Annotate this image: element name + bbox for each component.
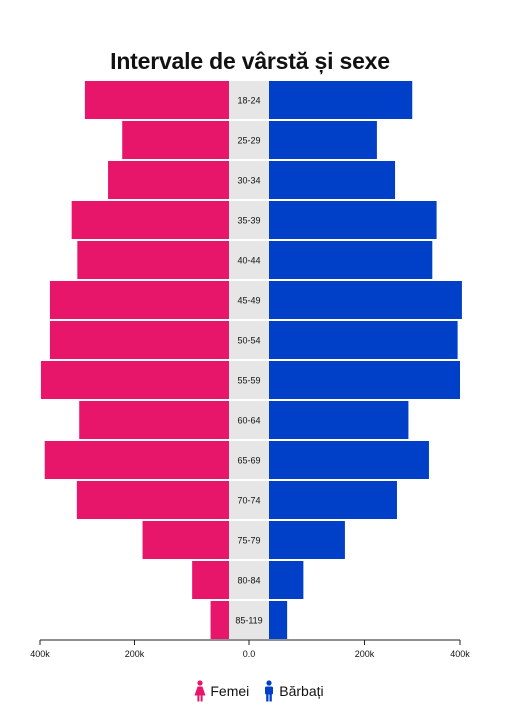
legend-label-femei: Femei	[210, 683, 250, 699]
legend-item-femei[interactable]: Femei	[194, 680, 249, 702]
bar-femei	[142, 521, 229, 559]
age-label-bg	[229, 521, 269, 559]
bar-femei	[192, 561, 229, 599]
bar-barbati	[269, 241, 433, 279]
age-label: 80-84	[237, 576, 260, 586]
male-icon	[263, 680, 275, 702]
x-tick-label: 0.0	[243, 649, 256, 659]
bar-femei	[49, 321, 229, 359]
age-label-bg	[229, 441, 269, 479]
age-label: 65-69	[237, 456, 260, 466]
age-label: 30-34	[237, 176, 260, 186]
bar-barbati	[269, 281, 462, 319]
bar-barbati	[269, 161, 396, 199]
bar-barbati	[269, 321, 458, 359]
legend-item-barbati[interactable]: Bărbați	[263, 680, 324, 702]
age-label-bg	[229, 601, 269, 639]
age-label-bg	[229, 561, 269, 599]
bar-femei	[76, 481, 229, 519]
age-label: 60-64	[237, 416, 260, 426]
x-tick-label: 200k	[355, 649, 375, 659]
age-label-bg	[229, 281, 269, 319]
age-label: 25-29	[237, 136, 260, 146]
bar-barbati	[269, 481, 397, 519]
bar-femei	[71, 201, 229, 239]
bar-barbati	[269, 201, 437, 239]
age-label: 35-39	[237, 216, 260, 226]
x-tick-label: 400k	[450, 649, 470, 659]
age-label-bg	[229, 81, 269, 119]
bar-barbati	[269, 361, 460, 399]
legend-label-barbati: Bărbați	[279, 683, 324, 699]
age-label: 85-119	[235, 616, 262, 626]
age-label-bg	[229, 361, 269, 399]
age-label: 18-24	[237, 96, 260, 106]
female-icon	[194, 680, 206, 702]
bar-barbati	[269, 561, 304, 599]
bar-femei	[84, 81, 229, 119]
age-label: 75-79	[237, 536, 260, 546]
bar-barbati	[269, 601, 288, 639]
bar-barbati	[269, 81, 413, 119]
age-label-bg	[229, 481, 269, 519]
bar-femei	[40, 361, 229, 399]
age-label-bg	[229, 401, 269, 439]
bar-femei	[210, 601, 229, 639]
bar-barbati	[269, 441, 429, 479]
population-pyramid-chart: 18-24 25-29 30-34 35-39 40-44 45-49 50-54 55-59…	[30, 81, 470, 659]
age-label: 55-59	[237, 376, 260, 386]
bar-femei	[108, 161, 229, 199]
age-label-bg	[229, 321, 269, 359]
age-label: 40-44	[237, 256, 260, 266]
bar-femei	[122, 121, 229, 159]
age-label: 70-74	[237, 496, 260, 506]
age-label-bg	[229, 121, 269, 159]
chart-title: Intervale de vârstă și sexe	[110, 48, 390, 74]
bar-femei	[49, 281, 229, 319]
bar-femei	[44, 441, 229, 479]
x-tick-label: 400k	[30, 649, 50, 659]
x-tick-label: 200k	[125, 649, 145, 659]
age-label-bg	[229, 161, 269, 199]
bar-barbati	[269, 401, 409, 439]
bar-femei	[79, 401, 229, 439]
age-label: 50-54	[237, 336, 260, 346]
bar-femei	[77, 241, 229, 279]
age-label-bg	[229, 201, 269, 239]
age-label-bg	[229, 241, 269, 279]
bar-barbati	[269, 121, 377, 159]
chart-legend: Femei Bărbați	[0, 680, 518, 702]
bar-barbati	[269, 521, 345, 559]
age-label: 45-49	[237, 296, 260, 306]
